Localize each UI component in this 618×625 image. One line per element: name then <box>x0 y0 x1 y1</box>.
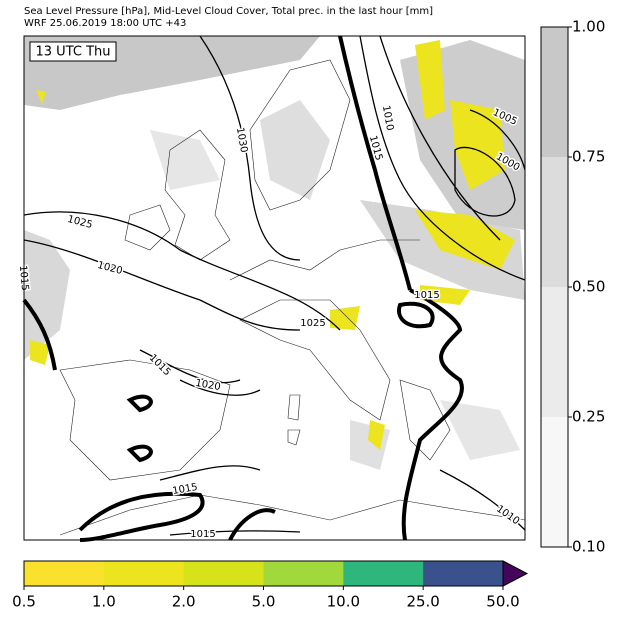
cloud-colorbar: 0.10 0.25 0.50 0.75 1.00 <box>540 18 605 556</box>
colorbar-tick-label: 1.00 <box>572 18 605 36</box>
colorbar-tick-label: 2.0 <box>172 593 196 611</box>
colorbar-tick-label: 0.5 <box>12 593 36 611</box>
colorbar-tick-label: 25.0 <box>406 593 439 611</box>
colorbar-segment <box>103 561 185 586</box>
time-box <box>29 41 117 62</box>
precip-colorbar: 0.5 1.0 2.0 5.0 10.0 25.0 50.0 <box>12 560 529 611</box>
colorbar-tick-label: 5.0 <box>252 593 276 611</box>
colorbar-extension <box>502 560 529 587</box>
isobar-label: 1015 <box>414 290 439 301</box>
coastlines <box>59 59 526 536</box>
colorbar-tick-label: 10.0 <box>327 593 360 611</box>
isobar-label: 1025 <box>300 318 325 329</box>
colorbar-segment <box>423 561 504 586</box>
colorbar-segment <box>541 287 568 417</box>
time-label: 13 UTC Thu <box>36 45 111 60</box>
colorbar-segment <box>343 561 424 586</box>
colorbar-segment <box>541 27 568 157</box>
map: 1030102510201015101010151005100010151025… <box>15 35 526 542</box>
colorbar-tick-label: 0.10 <box>572 538 605 556</box>
colorbar-tick-label: 50.0 <box>486 593 519 611</box>
colorbar-tick-label: 1.0 <box>92 593 116 611</box>
colorbar-tick-label: 0.25 <box>572 408 605 426</box>
colorbar-segment <box>263 561 344 586</box>
colorbar-segment <box>541 417 568 547</box>
isobars <box>23 35 526 536</box>
colorbar-tick-label: 0.50 <box>572 278 605 296</box>
isobar-label: 1015 <box>190 529 215 540</box>
colorbar-segment <box>183 561 264 586</box>
colorbar-tick-label: 0.75 <box>572 148 605 166</box>
map-frame <box>23 35 526 541</box>
subtitle-line: WRF 25.06.2019 18:00 UTC +43 <box>24 18 186 29</box>
colorbar-segment <box>541 157 568 287</box>
colorbar-segment <box>24 561 105 586</box>
precipitation <box>30 40 515 450</box>
isobar-1015-bold <box>22 35 464 542</box>
title-line: Sea Level Pressure [hPa], Mid-Level Clou… <box>24 6 433 17</box>
